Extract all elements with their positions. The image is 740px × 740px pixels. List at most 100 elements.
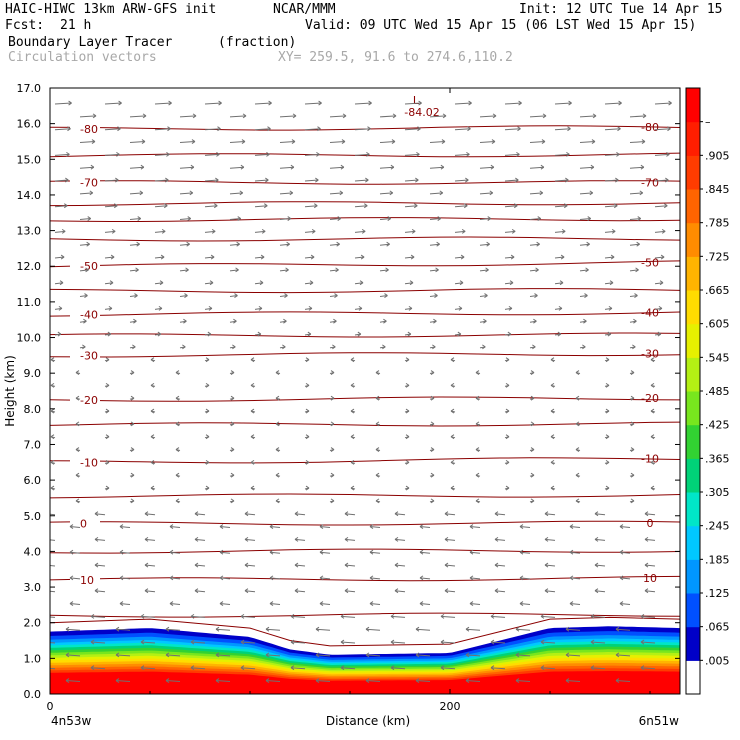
circulation-vector-head	[444, 536, 449, 542]
circulation-vector	[279, 295, 288, 298]
circulation-vector-head	[250, 357, 255, 363]
circulation-vector-head	[130, 498, 135, 504]
circulation-vector	[79, 243, 90, 246]
circulation-vector	[179, 218, 191, 221]
contour-label-right: -40	[641, 307, 659, 320]
circulation-vector	[604, 179, 619, 182]
circulation-vector-head	[216, 151, 220, 157]
circulation-vector-head	[284, 293, 288, 298]
circulation-vector	[79, 166, 94, 169]
circulation-vector-head	[75, 472, 80, 478]
circulation-vector-head	[169, 601, 174, 606]
circulation-vector	[165, 680, 181, 683]
circulation-vector	[329, 192, 343, 195]
colorbar: .005 .065 .125 .185 .245 .305 .365 .425 .485 .545…	[685, 87, 730, 695]
circulation-vector	[594, 538, 606, 541]
circulation-vector-head	[344, 511, 349, 517]
circulation-vector-head	[644, 588, 649, 594]
circulation-vector	[479, 192, 493, 195]
circulation-vector-head	[290, 665, 295, 671]
circulation-vector-head	[169, 575, 174, 581]
circulation-vector	[304, 128, 321, 131]
circulation-vector-head	[184, 293, 188, 298]
circulation-vector	[469, 577, 481, 580]
circulation-vector-head	[244, 511, 249, 517]
circulation-vector-head	[336, 241, 340, 247]
circulation-vector	[329, 115, 347, 118]
circulation-vector-head	[575, 447, 580, 452]
circulation-vector-head	[183, 318, 187, 324]
circulation-vector-head	[544, 511, 549, 517]
circulation-vector-head	[530, 447, 535, 452]
circulation-vector	[604, 256, 615, 259]
circulation-vector-head	[505, 408, 510, 414]
circulation-vector	[90, 667, 106, 670]
circulation-vector	[190, 615, 206, 618]
circulation-vector	[569, 577, 581, 580]
circulation-vector	[590, 667, 606, 670]
circulation-vector-head	[250, 434, 255, 440]
circulation-vector-head	[534, 293, 538, 298]
circulation-vector-head	[175, 447, 180, 452]
colorbar-label: –	[705, 116, 711, 129]
circulation-vector-head	[618, 100, 622, 106]
circulation-vector	[244, 513, 256, 516]
circulation-vector	[365, 680, 381, 683]
circulation-vector-head	[50, 434, 55, 440]
circulation-vector-head	[75, 395, 80, 401]
circulation-vector	[440, 641, 456, 644]
circulation-vector-head	[307, 331, 312, 337]
circulation-vector-head	[219, 524, 224, 529]
circulation-vector	[329, 295, 338, 298]
colorbar-label: .605	[705, 318, 730, 331]
circulation-vector-head	[305, 382, 310, 388]
circulation-vector	[50, 539, 56, 541]
circulation-vector-head	[592, 113, 597, 119]
circulation-vector-head	[459, 280, 464, 286]
circulation-vector	[369, 577, 381, 580]
circulation-vector	[654, 179, 669, 182]
circulation-vector-head	[269, 601, 274, 606]
circulation-vector	[554, 102, 572, 105]
circulation-vector	[344, 513, 356, 516]
circulation-vector-head	[260, 254, 265, 260]
tracer-band	[50, 671, 680, 694]
contour-label-left: -40	[80, 308, 98, 321]
circulation-vector-head	[136, 241, 140, 247]
circulation-vector-head	[275, 472, 280, 478]
circulation-vector-head	[244, 536, 249, 542]
circulation-vector	[454, 307, 463, 310]
circulation-vector	[290, 641, 306, 644]
circulation-vector	[429, 115, 447, 118]
contour-label-background	[70, 517, 100, 529]
circulation-vector-head	[357, 331, 362, 337]
circulation-vector-head	[166, 151, 170, 157]
circulation-vector	[619, 603, 631, 606]
circulation-vector-head	[483, 318, 487, 324]
circulation-vector	[654, 307, 663, 310]
circulation-vector	[504, 307, 513, 310]
circulation-vector-head	[150, 434, 155, 440]
circulation-vector-head	[415, 652, 420, 658]
circulation-vector-head	[65, 626, 70, 632]
circulation-vector	[269, 551, 281, 554]
circulation-vector-head	[575, 421, 580, 427]
circulation-vector-head	[411, 228, 416, 234]
circulation-vector	[369, 526, 381, 529]
circulation-vector	[404, 282, 414, 285]
circulation-vector	[490, 641, 506, 644]
circulation-vector	[315, 628, 331, 631]
circulation-vector-head	[440, 639, 445, 645]
circulation-vector	[469, 603, 481, 606]
circulation-vector-head	[369, 524, 374, 529]
circulation-vector	[279, 141, 295, 144]
y-axis-tick-label: 9.0	[24, 367, 42, 380]
circulation-vector-head	[190, 639, 195, 645]
circulation-vector-head	[550, 434, 555, 440]
x-axis-tick-label: 0	[47, 700, 54, 713]
circulation-vector	[179, 166, 194, 169]
circulation-vector	[65, 680, 81, 683]
circulation-vector-head	[390, 639, 395, 645]
circulation-vector-head	[269, 575, 274, 581]
circulation-vector-head	[90, 665, 95, 671]
